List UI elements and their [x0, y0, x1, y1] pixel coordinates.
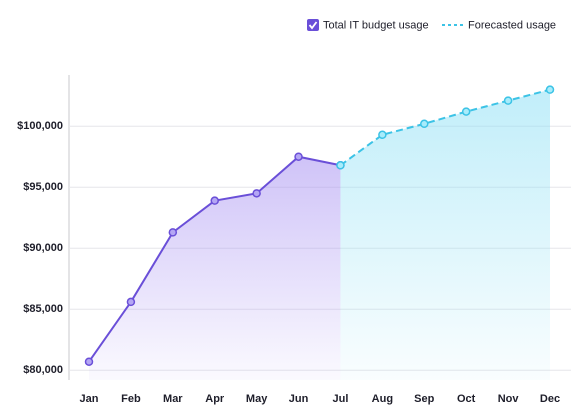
x-tick-label: Mar [163, 393, 183, 405]
y-tick-label: $100,000 [17, 120, 63, 132]
y-tick-label: $80,000 [23, 364, 63, 376]
area [340, 89, 550, 380]
marker [210, 196, 219, 205]
x-tick-label: Aug [372, 393, 393, 405]
marker [168, 228, 178, 237]
x-tick-label: Apr [205, 393, 225, 405]
x-tick-label: Jan [80, 393, 99, 405]
x-tick-label: May [246, 393, 268, 405]
marker [84, 357, 94, 366]
x-tick-label: Nov [498, 393, 520, 405]
legend-check [308, 21, 318, 30]
marker [503, 96, 513, 105]
y-tick-label: $85,000 [23, 303, 63, 315]
legend-checkbox [307, 19, 319, 31]
marker [420, 119, 429, 129]
marker [545, 85, 555, 94]
area [89, 156, 341, 380]
x-tick-label: Dec [540, 393, 560, 405]
x-tick-label: Sep [414, 393, 434, 405]
legend-label: Forecasted usage [468, 19, 556, 31]
marker [126, 297, 136, 307]
x-tick-label: Oct [457, 393, 476, 405]
legend-label: Total IT budget usage [323, 19, 429, 31]
line [339, 88, 551, 167]
x-tick-label: Jul [333, 393, 349, 405]
x-tick-label: Jun [289, 393, 309, 405]
marker [378, 130, 387, 140]
marker [336, 161, 345, 170]
marker [461, 107, 471, 116]
y-tick-label: $95,000 [23, 181, 63, 193]
y-tick-label: $90,000 [23, 242, 63, 254]
marker [294, 152, 303, 161]
x-tick-label: Feb [121, 393, 141, 405]
marker [252, 189, 261, 198]
